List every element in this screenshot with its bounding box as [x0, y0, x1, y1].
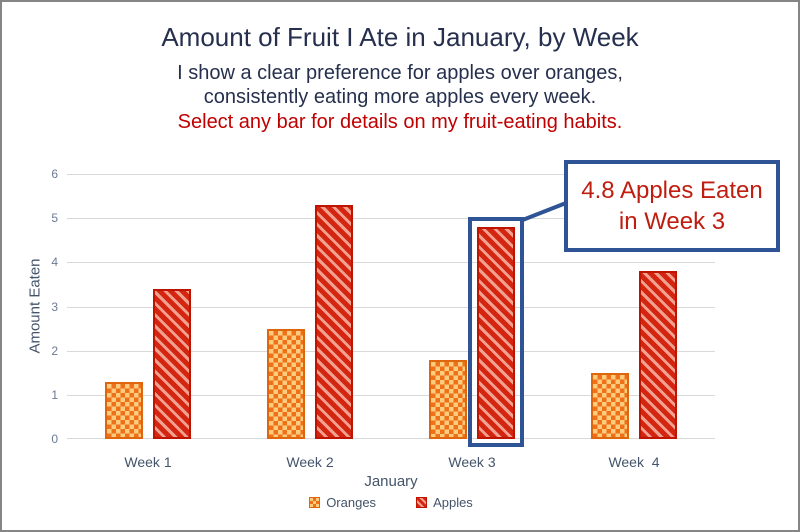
bar-oranges-week-3[interactable]	[429, 359, 467, 439]
bar-oranges-week-2[interactable]	[267, 328, 305, 439]
legend-swatch-oranges	[309, 497, 321, 508]
legend-swatch-apples	[416, 497, 428, 508]
chart-instruction-text: Select any bar for details on my fruit-e…	[177, 111, 623, 133]
bar-oranges-week-1[interactable]	[105, 381, 143, 439]
gridline	[67, 218, 715, 220]
x-category-label: Week 1	[124, 454, 172, 470]
callout-box: 4.8 Apples Eaten in Week 3	[564, 160, 780, 252]
x-category-label: Week 3	[448, 454, 496, 470]
y-tick-label: 4	[51, 255, 58, 270]
legend-label: Apples	[433, 495, 473, 510]
y-tick-label: 3	[51, 299, 58, 314]
gridline	[67, 174, 715, 175]
legend-label: Oranges	[326, 495, 377, 510]
y-tick-label: 0	[51, 432, 58, 446]
selected-bar-highlight	[468, 217, 524, 447]
chart-title: Amount of Fruit I Ate in January, by Wee…	[161, 22, 639, 52]
gridline	[67, 394, 715, 396]
gridline	[67, 438, 715, 439]
x-category-label: Week 4	[608, 454, 660, 470]
bar-apples-week-3[interactable]	[477, 227, 515, 439]
x-category-label: Week 2	[286, 454, 334, 470]
legend-item-oranges: Oranges	[309, 495, 376, 510]
callout-text-line2: in Week 3	[618, 208, 726, 235]
callout-text-line1: 4.8 Apples Eaten	[581, 177, 763, 204]
legend-item-apples: Apples	[416, 495, 473, 510]
legend: Oranges Apples	[67, 495, 715, 510]
bar-apples-week-4[interactable]	[639, 271, 677, 439]
x-axis-title: January	[364, 473, 418, 490]
y-tick-label: 2	[51, 343, 58, 358]
chart-subtitle-line1: I show a clear preference for apples ove…	[177, 62, 623, 84]
gridline	[67, 262, 715, 264]
gridline	[67, 306, 715, 308]
y-tick-label: 1	[51, 387, 58, 402]
y-tick-label: 6	[51, 167, 58, 181]
chart-subtitle-line2: consistently eating more apples every we…	[203, 86, 597, 108]
bar-apples-week-1[interactable]	[153, 288, 191, 439]
bar-apples-week-2[interactable]	[315, 204, 353, 439]
bar-oranges-week-4[interactable]	[591, 372, 629, 439]
plot-area	[67, 174, 715, 439]
y-tick-label: 5	[51, 211, 58, 226]
gridline	[67, 350, 715, 352]
